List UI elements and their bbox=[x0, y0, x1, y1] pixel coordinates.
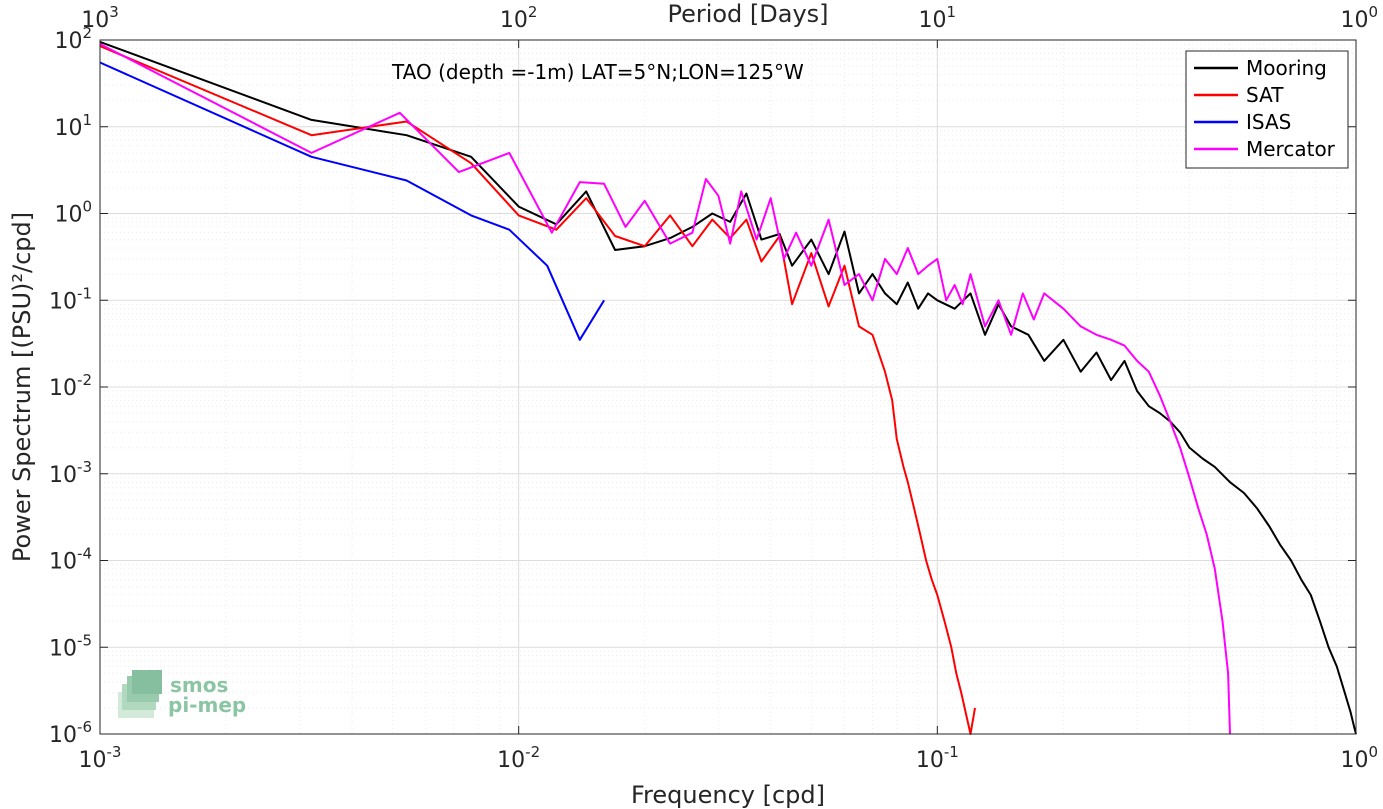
series-line-mooring bbox=[99, 40, 1357, 735]
x-tick-label: 10-1 bbox=[916, 743, 959, 773]
series-line-mercator bbox=[99, 43, 1231, 735]
x-axis-label: Frequency [cpd] bbox=[631, 781, 825, 809]
y-tick-label: 10-5 bbox=[49, 631, 92, 661]
logo-text-smos: smos bbox=[170, 673, 228, 697]
series-lines bbox=[99, 40, 1357, 735]
grid bbox=[99, 40, 1356, 735]
smos-pimep-logo: smos pi-mep bbox=[118, 670, 246, 718]
legend-label-sat: SAT bbox=[1246, 83, 1284, 107]
legend-label-mooring: Mooring bbox=[1246, 56, 1327, 80]
y-tick-label: 10-2 bbox=[49, 371, 92, 401]
x-tick-label: 100 bbox=[1340, 743, 1378, 773]
y-tick-label: 10-3 bbox=[49, 458, 92, 488]
y-tick-label: 102 bbox=[54, 24, 92, 54]
y-tick-label: 101 bbox=[54, 111, 92, 141]
chart-title: TAO (depth =-1m) LAT=5°N;LON=125°W bbox=[391, 60, 804, 84]
y-tick-label: 100 bbox=[54, 198, 92, 228]
series-line-isas bbox=[99, 61, 605, 341]
x-tick-label: 10-2 bbox=[497, 743, 540, 773]
y-tick-label: 10-4 bbox=[49, 545, 92, 575]
x2-tick-label: 101 bbox=[919, 3, 957, 33]
x2-axis-label: Period [Days] bbox=[667, 0, 828, 28]
legend: Mooring SAT ISAS Mercator bbox=[1185, 50, 1349, 169]
x2-tick-label: 103 bbox=[81, 3, 119, 33]
y-tick-label: 10-1 bbox=[49, 284, 92, 314]
y-axis-label: Power Spectrum [(PSU)²/cpd] bbox=[8, 212, 36, 562]
x2-tick-label: 102 bbox=[500, 3, 538, 33]
x2-tick-label: 100 bbox=[1340, 3, 1378, 33]
y-tick-label: 10-6 bbox=[49, 718, 92, 748]
legend-label-isas: ISAS bbox=[1246, 110, 1291, 134]
logo-text-pimep: pi-mep bbox=[168, 693, 246, 717]
legend-label-mercator: Mercator bbox=[1246, 137, 1336, 161]
x-tick-label: 10-3 bbox=[79, 743, 122, 773]
series-line-sat bbox=[99, 45, 976, 735]
ticks bbox=[99, 39, 1357, 735]
logo-icon bbox=[118, 670, 162, 718]
